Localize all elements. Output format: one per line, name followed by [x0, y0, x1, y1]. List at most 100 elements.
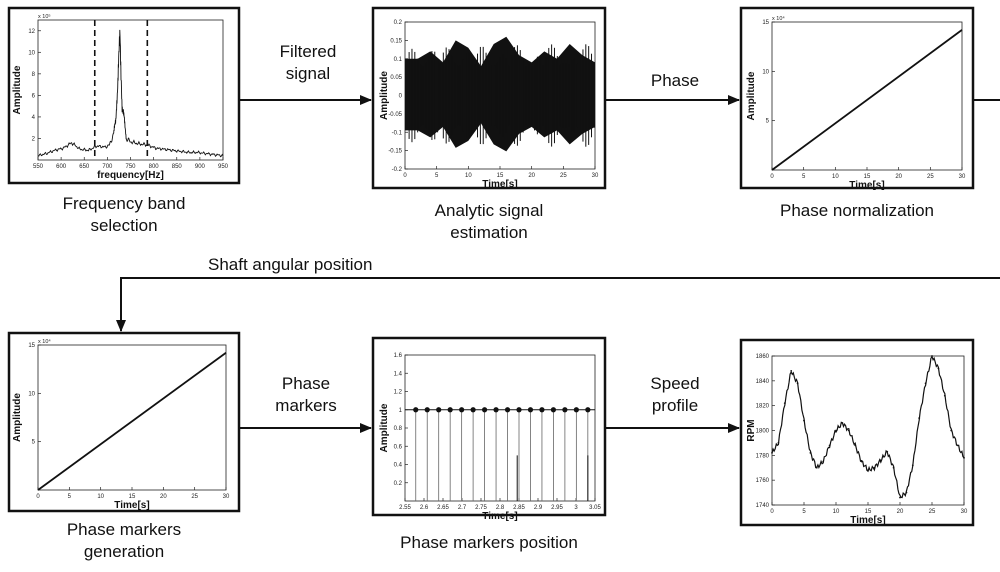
y-tick-label: 1.4 — [394, 371, 403, 377]
x-tick-label: 5 — [802, 174, 806, 180]
speed-profile-point — [790, 370, 793, 372]
y-tick-label: 0.05 — [390, 75, 402, 81]
x-tick-label: 800 — [149, 164, 160, 170]
caption-phase-markers-position: Phase markers position — [400, 533, 578, 552]
y-tick-label: 1800 — [756, 429, 770, 435]
spectrum-line — [37, 29, 224, 158]
stem-marker — [539, 407, 545, 413]
stem-marker — [436, 407, 442, 413]
y-exponent-label: x 10⁴ — [772, 15, 785, 22]
speed-profile-point — [835, 429, 837, 432]
x-tick-label: 20 — [895, 174, 902, 180]
x-tick-label: 20 — [897, 509, 904, 515]
x-tick-label: 2.65 — [437, 505, 449, 511]
speed-profile-point — [854, 444, 857, 447]
x-tick-label: 25 — [927, 174, 934, 180]
x-tick-label: 650 — [79, 164, 90, 170]
stem-marker — [481, 407, 488, 413]
y-tick-label: -0.15 — [388, 149, 402, 155]
x-tick-label: 2.6 — [420, 505, 429, 511]
caption-analytic-signal-estimation: Analytic signal estimation — [434, 201, 544, 242]
phase-ramp-line — [37, 352, 227, 491]
x-tick-label: 2.95 — [551, 505, 563, 511]
y-tick-label: 1760 — [756, 478, 770, 484]
speed-profile-point — [943, 394, 946, 397]
y-axis-label: Amplitude — [379, 403, 390, 452]
x-axis-label: frequency[Hz] — [97, 170, 164, 181]
y-tick-label: 2 — [32, 136, 36, 142]
x-tick-label: 20 — [160, 494, 167, 500]
x-tick-label: 30 — [592, 173, 599, 179]
y-tick-label: 1860 — [756, 354, 770, 360]
y-tick-label: 0.1 — [394, 57, 403, 63]
phase-markers-position-plot: 2.55 2.6 2.65 2.7 2.75 2.8 2.85 2.9 2.95 3 3.05 0.2… — [379, 353, 601, 522]
x-tick-label: 15 — [865, 509, 872, 515]
x-tick-label: 25 — [191, 494, 198, 500]
arrow-label-shaft-angular-position: Shaft angular position — [208, 255, 373, 274]
caption-frequency-band-selection: Frequency band selection — [62, 194, 186, 235]
y-tick-label: 10 — [762, 69, 769, 75]
x-tick-label: 2.85 — [513, 505, 525, 511]
caption-phase-markers-generation: Phase markers generation — [66, 520, 182, 561]
x-tick-label: 0 — [403, 173, 407, 179]
x-tick-label: 600 — [56, 164, 67, 170]
arrow-label-phase: Phase — [650, 71, 700, 90]
y-exponent-label: x 10⁵ — [38, 13, 51, 20]
speed-profile-point — [847, 429, 850, 432]
stem-marker — [562, 407, 568, 413]
y-tick-label: 6 — [32, 93, 36, 99]
x-tick-label: 15 — [129, 494, 136, 500]
speed-profile-point — [931, 355, 933, 357]
y-tick-label: 1.2 — [394, 390, 403, 396]
y-tick-label: 5 — [32, 440, 36, 446]
panel-phase-normalization-frame — [739, 6, 975, 190]
x-tick-label: 20 — [528, 173, 535, 179]
stem-marker — [493, 407, 499, 413]
speed-profile-point — [809, 451, 812, 454]
speed-profile-point — [905, 491, 908, 494]
x-tick-label: 750 — [125, 164, 136, 170]
speed-profile-point — [956, 444, 959, 447]
stem-marker — [459, 407, 465, 413]
speed-profile-point — [860, 460, 863, 463]
y-tick-label: 15 — [762, 20, 769, 26]
speed-profile-point — [892, 466, 895, 469]
speed-profile-point — [783, 402, 786, 405]
stem-marker — [550, 407, 557, 413]
y-tick-label: 10 — [28, 50, 35, 56]
y-tick-label: 0.8 — [394, 426, 403, 432]
x-tick-label: 30 — [223, 494, 230, 500]
x-axis-label: Time[s] — [482, 511, 517, 522]
speed-profile-point — [911, 464, 914, 467]
x-tick-label: 5 — [802, 509, 806, 515]
y-axis-label: RPM — [746, 419, 757, 441]
y-tick-label: -0.05 — [388, 112, 402, 118]
speed-profile-point — [867, 469, 869, 472]
y-tick-label: 1780 — [756, 453, 770, 459]
stem-marker — [516, 407, 522, 413]
x-axis-label: Time[s] — [482, 179, 517, 190]
speed-profile-point — [918, 417, 921, 419]
speed-profile-point — [777, 442, 780, 444]
x-axis-label: Time[s] — [849, 180, 884, 191]
x-tick-label: 550 — [33, 164, 44, 170]
x-axis-label: Time[s] — [114, 500, 149, 511]
x-tick-label: 10 — [465, 173, 472, 179]
y-tick-label: 8 — [32, 72, 36, 78]
speed-profile-point — [886, 450, 889, 453]
x-tick-label: 950 — [218, 164, 229, 170]
arrow-label-phase-markers: Phase markers — [275, 374, 337, 415]
y-tick-label: 12 — [28, 29, 35, 35]
x-tick-label: 0 — [36, 494, 40, 500]
y-tick-label: 0.6 — [394, 444, 403, 450]
y-tick-label: 10 — [28, 391, 35, 397]
x-tick-label: 10 — [833, 509, 840, 515]
speed-profile-plot: 0 5 10 15 20 25 30 1740 1760 1780 1800 1820 1840 1860… — [746, 354, 968, 526]
x-tick-label: 15 — [497, 173, 504, 179]
x-tick-label: 2.7 — [458, 505, 467, 511]
x-tick-label: 0 — [770, 509, 774, 515]
y-tick-label: 0.15 — [390, 38, 402, 44]
arrow-shaft-angular-position — [116, 277, 1000, 332]
speed-profile-point — [803, 419, 805, 422]
y-tick-label: 0.2 — [394, 481, 403, 487]
